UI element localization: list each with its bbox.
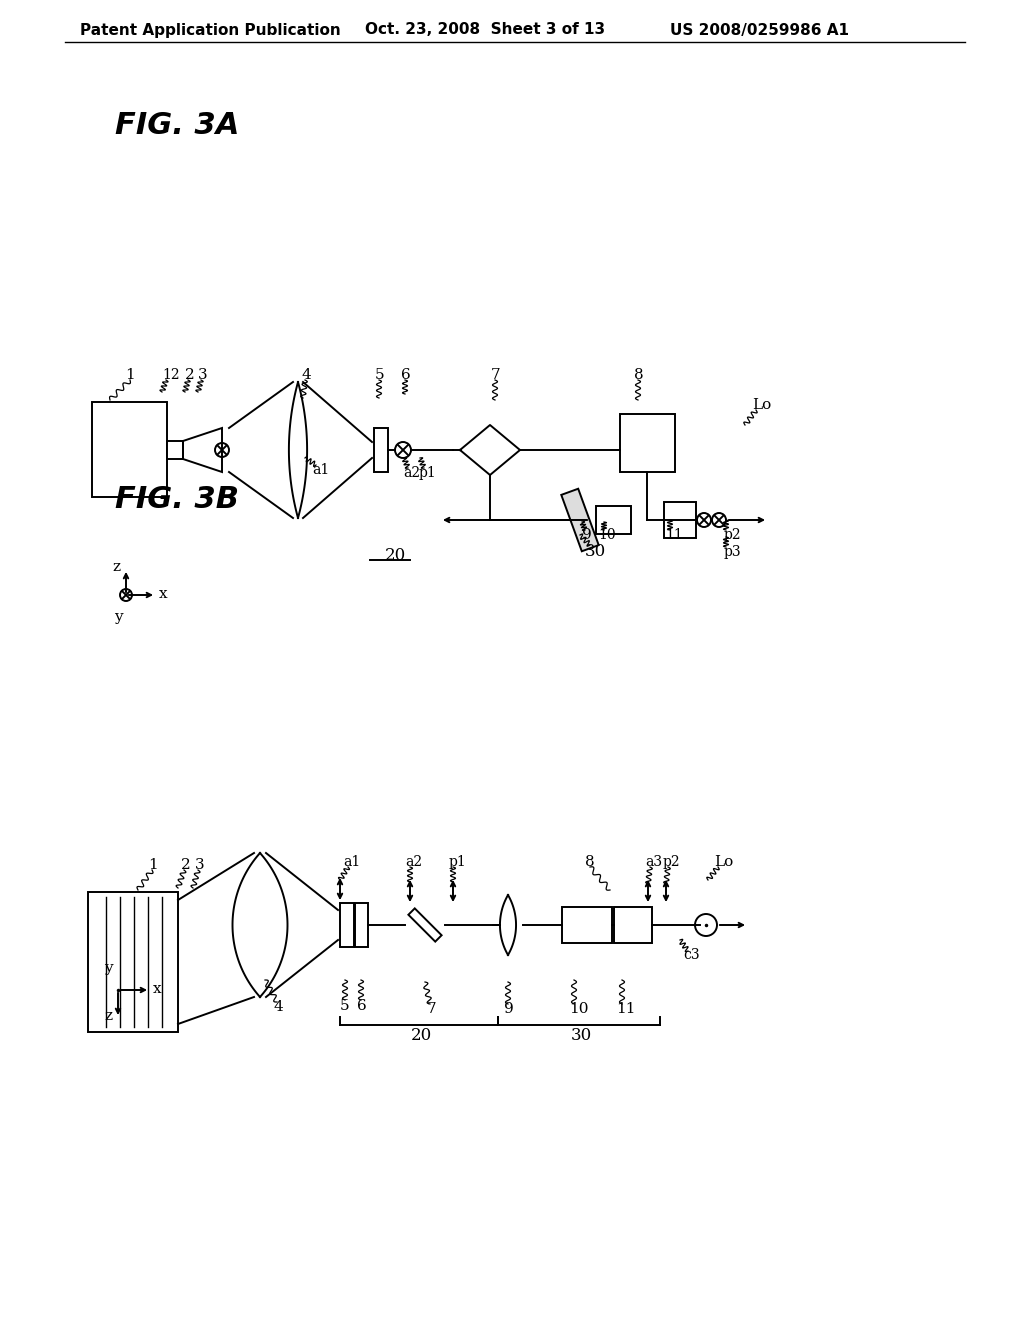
Bar xyxy=(340,903,354,946)
Text: z: z xyxy=(104,1008,112,1023)
Text: p1: p1 xyxy=(419,466,437,480)
Text: Patent Application Publication: Patent Application Publication xyxy=(80,22,341,37)
Text: 9: 9 xyxy=(504,1002,514,1016)
Text: 4: 4 xyxy=(274,1001,284,1014)
Text: y: y xyxy=(114,610,123,624)
Text: x: x xyxy=(153,982,162,997)
Text: 10: 10 xyxy=(598,528,615,543)
Text: 6: 6 xyxy=(401,368,411,381)
Text: p3: p3 xyxy=(724,545,741,558)
Bar xyxy=(88,892,178,1032)
Text: a2: a2 xyxy=(403,466,420,480)
Text: a1: a1 xyxy=(312,463,330,477)
Bar xyxy=(92,403,167,498)
Text: 5: 5 xyxy=(340,999,349,1012)
Text: US 2008/0259986 A1: US 2008/0259986 A1 xyxy=(670,22,849,37)
Text: 30: 30 xyxy=(585,543,606,560)
Bar xyxy=(355,903,368,946)
Text: 3: 3 xyxy=(198,368,208,381)
Text: 7: 7 xyxy=(490,368,501,381)
Text: p2: p2 xyxy=(663,855,681,869)
Text: 11: 11 xyxy=(665,528,683,543)
Bar xyxy=(374,428,388,473)
Text: a3: a3 xyxy=(645,855,663,869)
Text: p2: p2 xyxy=(724,528,741,543)
Text: 2: 2 xyxy=(185,368,195,381)
Text: 4: 4 xyxy=(301,368,310,381)
Text: FIG. 3A: FIG. 3A xyxy=(115,111,240,140)
Text: 6: 6 xyxy=(357,999,367,1012)
Text: 7: 7 xyxy=(427,1002,436,1016)
Bar xyxy=(614,907,652,942)
Text: 9: 9 xyxy=(582,528,592,543)
Bar xyxy=(596,506,631,535)
Text: x: x xyxy=(159,587,168,601)
Text: 1: 1 xyxy=(148,858,158,873)
Text: 8: 8 xyxy=(634,368,644,381)
Text: FIG. 3B: FIG. 3B xyxy=(115,486,239,515)
Bar xyxy=(664,502,696,539)
Text: 1: 1 xyxy=(125,368,135,381)
Text: a2: a2 xyxy=(406,855,422,869)
Text: 11: 11 xyxy=(616,1002,636,1016)
Bar xyxy=(620,414,675,473)
Text: Oct. 23, 2008  Sheet 3 of 13: Oct. 23, 2008 Sheet 3 of 13 xyxy=(365,22,605,37)
Text: a1: a1 xyxy=(343,855,360,869)
Text: 8: 8 xyxy=(585,855,595,869)
Bar xyxy=(562,907,612,942)
Text: y: y xyxy=(104,961,113,975)
Text: 12: 12 xyxy=(162,368,179,381)
Text: 10: 10 xyxy=(569,1002,589,1016)
Text: Lo: Lo xyxy=(752,399,771,412)
Text: 3: 3 xyxy=(195,858,205,873)
Polygon shape xyxy=(561,488,599,552)
Text: 2: 2 xyxy=(181,858,190,873)
Text: 5: 5 xyxy=(375,368,385,381)
Text: z: z xyxy=(112,560,120,574)
Text: 20: 20 xyxy=(385,548,407,565)
Text: 20: 20 xyxy=(411,1027,432,1044)
Text: p1: p1 xyxy=(449,855,467,869)
Bar xyxy=(167,441,183,459)
Text: Lo: Lo xyxy=(714,855,733,869)
Text: 30: 30 xyxy=(571,1027,592,1044)
Text: c3: c3 xyxy=(683,948,699,962)
